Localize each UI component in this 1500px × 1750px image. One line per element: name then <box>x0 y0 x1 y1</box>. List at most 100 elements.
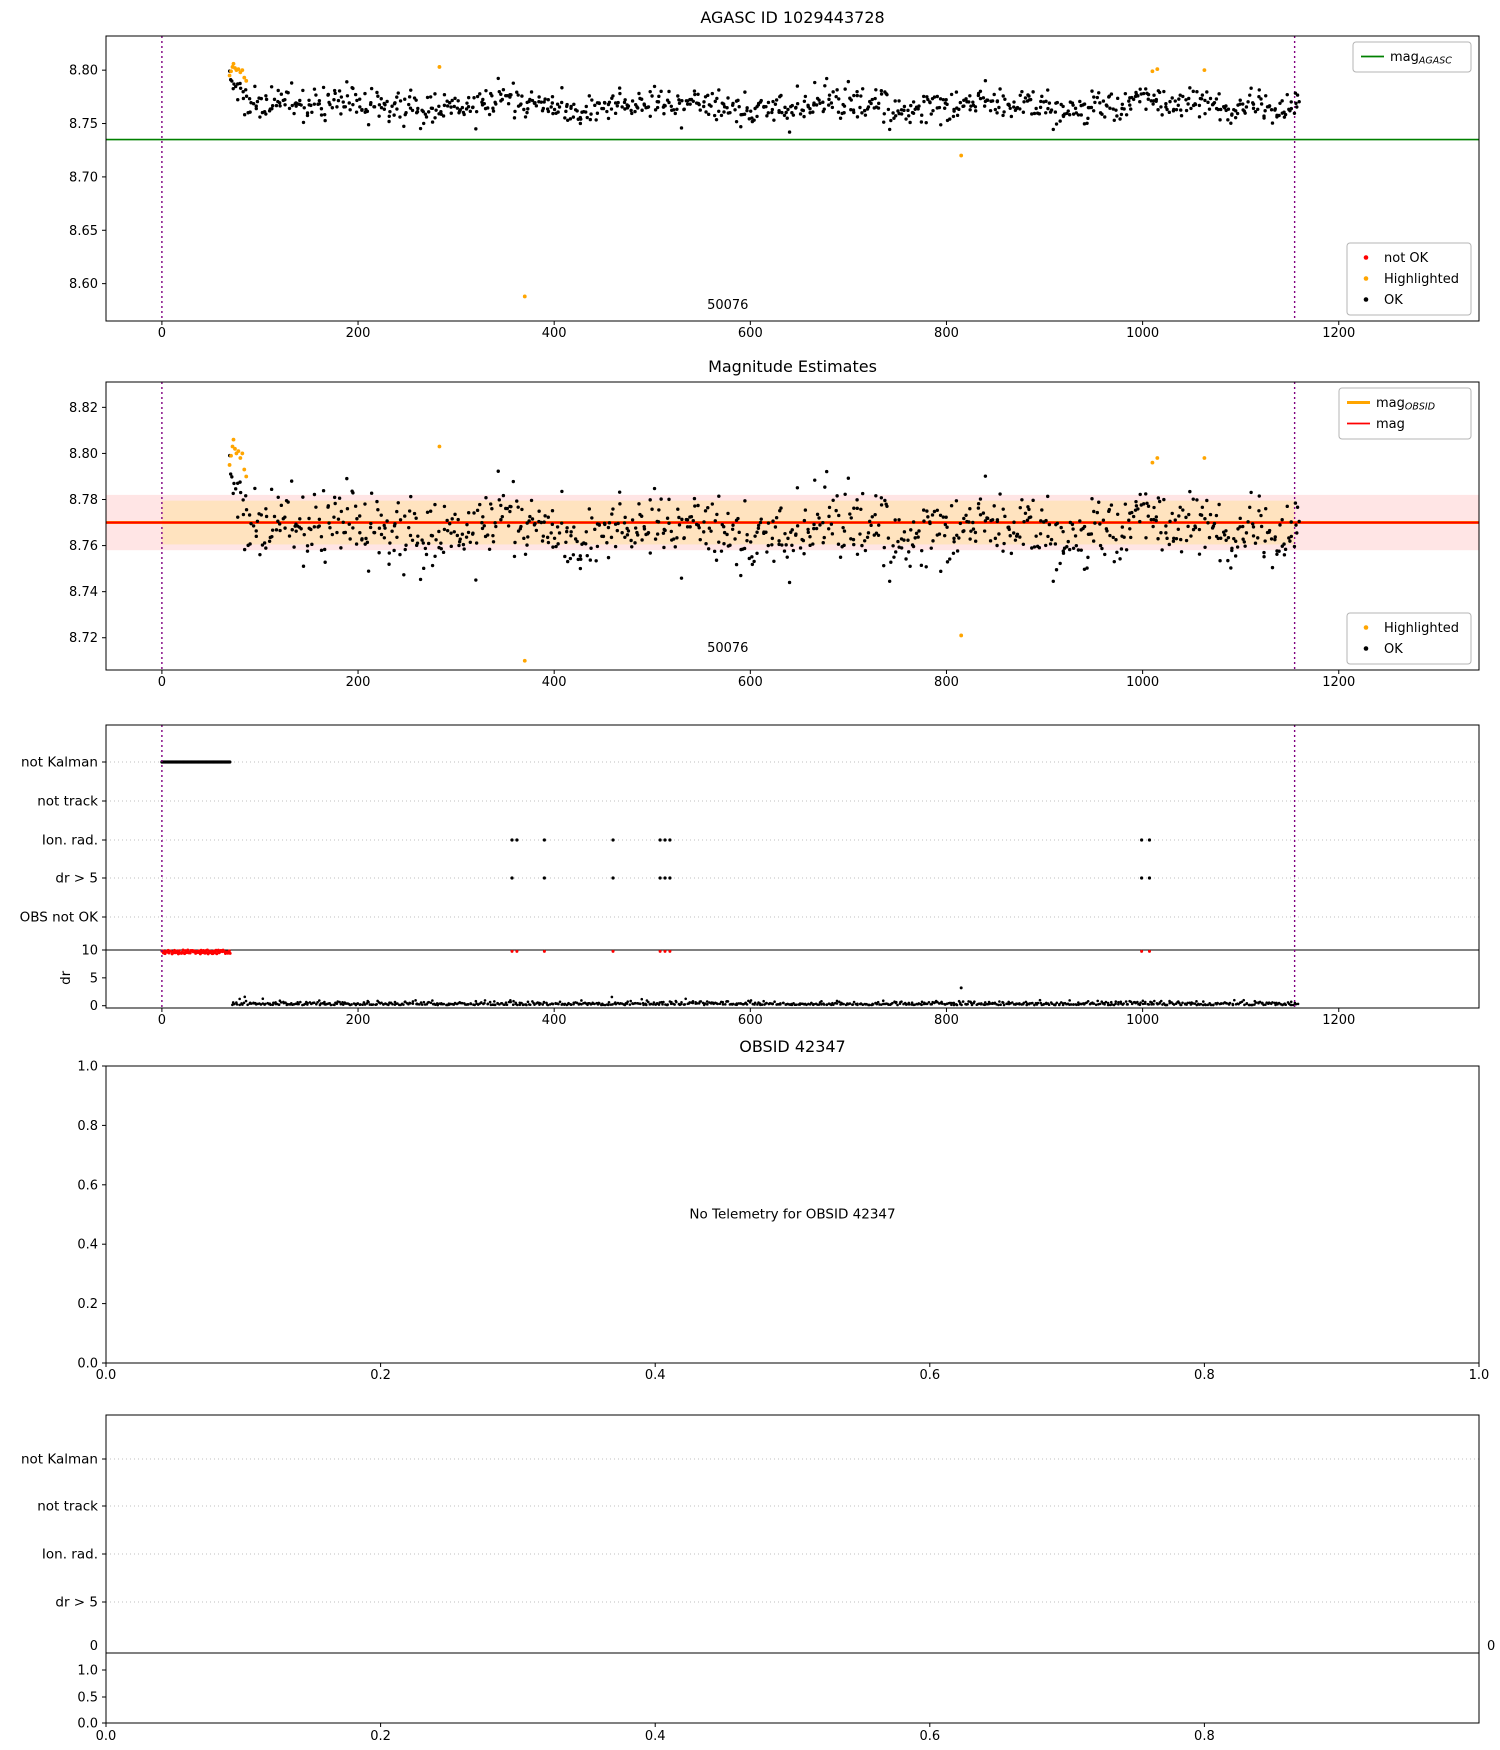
svg-text:0: 0 <box>90 999 98 1014</box>
svg-text:8.75: 8.75 <box>69 117 98 132</box>
corner-zero-right: 0 <box>1487 1639 1495 1654</box>
svg-text:600: 600 <box>738 675 763 690</box>
no-telemetry-text: No Telemetry for OBSID 42347 <box>689 1207 895 1223</box>
svg-text:8.60: 8.60 <box>69 277 98 292</box>
flag-category-label: Ion. rad. <box>42 1547 98 1563</box>
flag-category-label: dr > 5 <box>55 1595 98 1611</box>
mags-scatter-highlighted <box>227 437 1207 663</box>
panel-agasc-mag: 50076 0 200 400 600 800 1000 1200 8.60 8.65 8.70 8.… <box>69 8 1480 341</box>
svg-text:200: 200 <box>346 326 371 341</box>
flag-category-label: not Kalman <box>21 755 98 771</box>
svg-text:1000: 1000 <box>1126 326 1159 341</box>
dr-axis-label: dr <box>58 970 74 985</box>
panel1-legend-bottom: not OK Highlighted OK <box>1346 242 1472 316</box>
flag-category-label: dr > 5 <box>55 871 98 887</box>
svg-text:8.82: 8.82 <box>69 401 98 416</box>
svg-text:8.78: 8.78 <box>69 493 98 508</box>
panel2-legend-bottom: Highlighted OK <box>1346 612 1472 665</box>
svg-text:0: 0 <box>158 1013 166 1028</box>
svg-text:0.8: 0.8 <box>77 1119 98 1134</box>
svg-text:1.0: 1.0 <box>1469 1368 1490 1383</box>
svg-text:0.2: 0.2 <box>77 1297 98 1312</box>
panel1-legend-top: magAGASC <box>1352 41 1472 73</box>
svg-text:0.0: 0.0 <box>96 1368 117 1383</box>
svg-text:0.8: 0.8 <box>1194 1368 1215 1383</box>
dr-trace <box>231 986 1300 1007</box>
panel4-title: OBSID 42347 <box>739 1037 845 1056</box>
svg-text:Highlighted: Highlighted <box>1384 621 1459 636</box>
svg-text:200: 200 <box>346 675 371 690</box>
svg-text:0: 0 <box>158 675 166 690</box>
svg-text:0.2: 0.2 <box>370 1368 391 1383</box>
mags-scatter-ok <box>227 453 1301 585</box>
flag-dr-gt5-dots <box>510 876 1152 880</box>
svg-text:1.0: 1.0 <box>77 1060 98 1075</box>
panel-magnitude-estimates: 50076 0 200 400 600 800 1000 1200 8.72 8.74 8.76 8.… <box>69 357 1480 690</box>
panel-obsid-empty: 0.0 0.2 0.4 0.6 0.8 1.0 0.0 0.2 0.4 0.6 0.8 1.0 OBSI… <box>77 1037 1489 1383</box>
flag-category-label: OBS not OK <box>20 910 100 926</box>
svg-text:8.74: 8.74 <box>69 585 98 600</box>
svg-text:1200: 1200 <box>1322 1013 1355 1028</box>
svg-text:800: 800 <box>934 326 959 341</box>
svg-text:magOBSID: magOBSID <box>1376 396 1435 413</box>
svg-text:1200: 1200 <box>1322 326 1355 341</box>
flag-ion-rad-dots <box>510 838 1152 842</box>
svg-text:0.4: 0.4 <box>645 1729 666 1744</box>
panel-flags-dr: not Kalman not track Ion. rad. dr > 5 OBS no… <box>20 724 1480 1028</box>
flag-category-label: Ion. rad. <box>42 833 98 849</box>
svg-text:8.80: 8.80 <box>69 447 98 462</box>
svg-text:0.6: 0.6 <box>919 1368 940 1383</box>
svg-text:0.4: 0.4 <box>77 1238 98 1253</box>
svg-text:0.8: 0.8 <box>1194 1729 1215 1744</box>
svg-text:400: 400 <box>542 675 567 690</box>
svg-text:0.0: 0.0 <box>77 1357 98 1372</box>
flag-category-label: not track <box>37 794 98 810</box>
svg-text:5: 5 <box>90 971 98 986</box>
svg-text:1200: 1200 <box>1322 675 1355 690</box>
svg-text:800: 800 <box>934 675 959 690</box>
svg-text:800: 800 <box>934 1013 959 1028</box>
svg-text:8.72: 8.72 <box>69 631 98 646</box>
svg-text:400: 400 <box>542 1013 567 1028</box>
svg-text:400: 400 <box>542 326 567 341</box>
svg-text:8.70: 8.70 <box>69 170 98 185</box>
svg-text:0.6: 0.6 <box>919 1729 940 1744</box>
svg-text:10: 10 <box>81 944 98 959</box>
svg-text:8.65: 8.65 <box>69 224 98 239</box>
svg-text:mag: mag <box>1376 417 1405 432</box>
agasc-scatter-highlighted <box>227 61 1207 299</box>
svg-text:OK: OK <box>1384 642 1403 657</box>
svg-text:0.0: 0.0 <box>96 1729 117 1744</box>
svg-text:0.5: 0.5 <box>77 1691 98 1706</box>
obsid-annotation-1: 50076 <box>707 298 748 313</box>
svg-text:1000: 1000 <box>1126 675 1159 690</box>
panel-flags-empty: not Kalman not track Ion. rad. dr > 5 1.0 0.5… <box>21 1414 1495 1744</box>
svg-text:0.2: 0.2 <box>370 1729 391 1744</box>
corner-zero-left: 0 <box>90 1639 98 1654</box>
obsid-annotation-2: 50076 <box>707 641 748 656</box>
dr-clipped-red-run <box>160 948 1151 956</box>
svg-text:0: 0 <box>158 326 166 341</box>
svg-text:0.0: 0.0 <box>77 1717 98 1732</box>
panel2-legend-top: magOBSID mag <box>1338 387 1472 440</box>
panel1-title: AGASC ID 1029443728 <box>700 8 884 27</box>
flag-category-label: not track <box>37 1499 98 1515</box>
svg-text:8.76: 8.76 <box>69 539 98 554</box>
svg-text:0.4: 0.4 <box>645 1368 666 1383</box>
svg-text:8.80: 8.80 <box>69 64 98 79</box>
svg-text:not OK: not OK <box>1384 251 1429 266</box>
svg-text:600: 600 <box>738 326 763 341</box>
svg-text:1.0: 1.0 <box>77 1664 98 1679</box>
agasc-scatter-ok <box>227 69 1301 134</box>
flag-not-kalman-run <box>160 760 232 764</box>
svg-text:OK: OK <box>1384 293 1403 308</box>
svg-text:0.6: 0.6 <box>77 1178 98 1193</box>
svg-text:200: 200 <box>346 1013 371 1028</box>
svg-text:Highlighted: Highlighted <box>1384 272 1459 287</box>
svg-text:magAGASC: magAGASC <box>1390 50 1452 67</box>
flag-category-label: not Kalman <box>21 1452 98 1468</box>
panel2-title: Magnitude Estimates <box>708 357 877 376</box>
svg-text:600: 600 <box>738 1013 763 1028</box>
